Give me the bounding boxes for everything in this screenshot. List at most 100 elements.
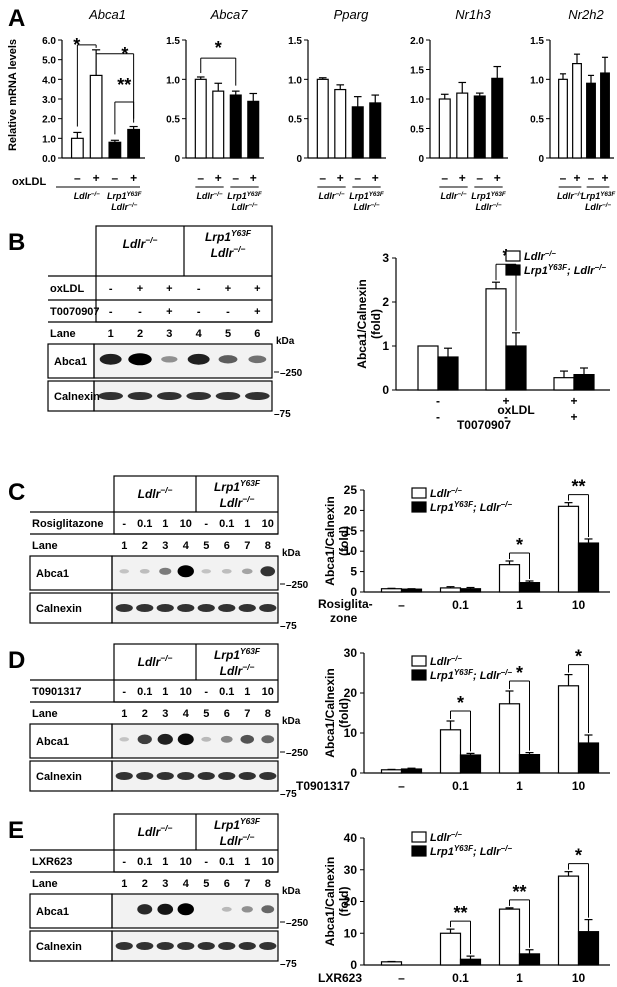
band-label-abca1: Abca1 [54,356,87,368]
treatment-mark: - [138,306,142,318]
lane-number: 7 [244,708,250,720]
treatment-mark: 10 [262,518,274,530]
bar [456,92,469,159]
treatment-mark: + [254,306,260,318]
genotype-name: Lrp1 [205,230,231,244]
band-label-calnexin: Calnexin [36,941,82,953]
treatment-mark: 1 [244,686,250,698]
calnexin-band [238,772,256,780]
group-label-lrp1-ldlr: Ldlr−/− [220,662,255,678]
y-tick-label: 0 [538,154,544,165]
abca1-blot-image [111,893,279,929]
abca1-band [99,353,122,365]
lane-number: 1 [121,878,127,890]
bar [505,345,527,391]
bar [334,88,347,159]
genotype-superscript: −/− [370,202,379,209]
bar [247,100,260,159]
legend-text: ; Ldlr [473,502,501,514]
treatment-mark: 0.1 [137,686,152,698]
group-label-ldlr: Ldlr−/− [74,191,100,202]
treatment-label: Rosiglitazone [32,518,104,530]
blot-label-cell [29,893,113,929]
y-axis-unit: (fold) [337,887,351,917]
treatment-sign: – [319,171,326,185]
band-label-abca1: Abca1 [36,736,69,748]
x-tick-label: – [398,598,405,612]
sig-star: * [73,35,80,55]
sig-star: * [457,693,464,713]
calnexin-band [136,772,154,780]
treatment-mark: - [122,856,126,868]
genotype-superscript: −/− [160,653,172,663]
treatment-mark: 0.1 [219,686,234,698]
genotype-name: Ldlr [430,488,451,500]
treatment-label: T0901317 [32,686,82,698]
legend-swatch-ldlr [411,831,427,843]
calnexin-band [215,392,241,400]
bar [557,505,580,593]
treatment-sign: – [588,171,595,185]
y-tick-label: 2.0 [410,36,424,47]
bar [485,288,507,391]
genotype-superscript: −/− [242,494,254,504]
x-tick-label: 10 [572,971,586,985]
panel-a-ylabel: Relative mRNA levels [7,39,19,151]
bar [438,98,451,159]
abca1-band [201,569,212,574]
x-treatment-mark: - [436,410,440,424]
bar [212,90,225,159]
treatment-mark: 1 [162,856,168,868]
y-tick-label: 1 [382,339,389,353]
lane-number: 4 [183,708,190,720]
y-tick-label: 1.0 [530,75,544,86]
bar [518,753,541,774]
abca1-band [139,568,150,574]
bar [600,72,610,159]
genotype-superscript: −/− [451,486,463,495]
sig-star: * [121,44,128,64]
legend-label-lrp1: Lrp1Y63F; Ldlr−/− [524,263,606,278]
legend-sup: −/− [500,844,512,853]
legend-text: ; Ldlr [473,846,501,858]
group-label-lrp1: Lrp1Y63F [205,228,252,244]
treatment-sign: – [441,171,448,185]
bar [417,345,439,391]
sig-star: ** [453,903,467,923]
genotype-name: Ldlr [74,191,91,201]
y-axis-unit: (fold) [337,698,351,728]
lane-label: Lane [32,878,58,890]
genotype-superscript: Y63F [231,228,252,238]
legend-label-ldlr: Ldlr−/− [430,830,462,845]
genotype-name: Ldlr [430,656,451,668]
bar [108,141,122,159]
calnexin-band [238,604,256,612]
treatment-sign: – [197,171,204,185]
genotype-name: Ldlr [138,487,162,501]
y-tick-label: 2.0 [42,115,56,126]
bar [473,95,486,159]
genotype-superscript: Y63F [240,646,261,656]
treatment-sign: + [337,171,344,185]
abca1-band [240,734,255,744]
treatment-mark: - [197,283,201,295]
bar [439,729,462,774]
y-tick-label: 3.0 [42,95,56,106]
kda-label: kDa [276,336,295,347]
abca1-band [137,904,153,915]
legend-label-ldlr: Ldlr−/− [430,486,462,501]
band-label-calnexin: Calnexin [36,603,82,615]
y-tick-label: 10 [344,726,358,740]
lane-label: Lane [32,540,58,552]
abca1-band [220,735,233,743]
group-label-lrp1: Lrp1Y63F [107,191,142,202]
x-tick-label: 1 [516,598,523,612]
group-label-ldlr: Ldlr−/− [138,485,173,501]
calnexin-band [197,604,215,612]
mw-marker-75: –75 [280,959,297,970]
legend-text: Lrp1 [430,670,454,682]
y-axis-unit: (fold) [369,309,383,339]
x-axis-title: T0901317 [296,779,350,793]
sig-star: ** [512,882,526,902]
